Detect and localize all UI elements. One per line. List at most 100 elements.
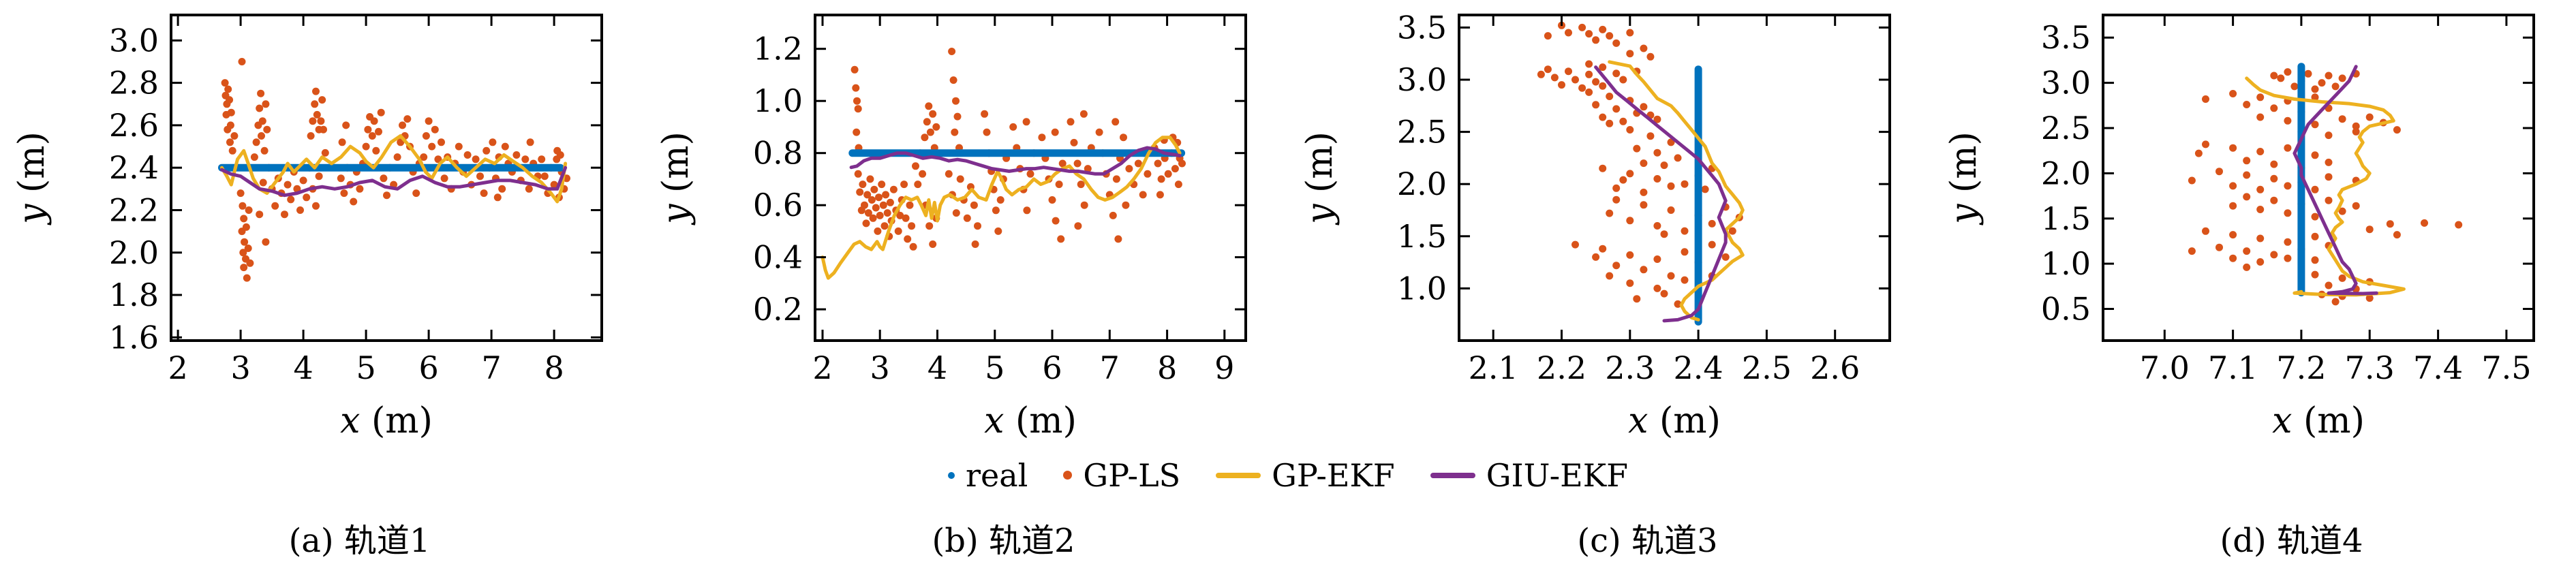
x-axis-label: x (m)	[340, 401, 433, 441]
x-tick-label: 7.1	[2208, 349, 2258, 386]
subplot-b: 2 3 4 5 6 7 8 9 0.2 0.4 0.6 0.8 1.0 1.2 x (m) y (m)	[644, 0, 1288, 446]
x-tick-label: 7.2	[2276, 349, 2326, 386]
plot-background	[0, 0, 644, 446]
y-tick-label: 1.5	[2041, 200, 2091, 237]
y-axis: 0.5 1.0 1.5 2.0 2.5 3.0 3.5	[2041, 19, 2534, 328]
y-axis-label: y (m)	[656, 131, 696, 225]
x-tick-label: 4	[927, 349, 947, 386]
legend-item-gp-ls: GP-LS	[1063, 457, 1180, 494]
x-tick-label: 3	[870, 349, 890, 386]
x-axis-label: x (m)	[1628, 401, 1721, 441]
x-tick-label: 2.3	[1605, 349, 1655, 386]
y-tick-label: 1.2	[753, 31, 803, 67]
y-tick-label: 0.4	[753, 239, 803, 276]
plot-background	[644, 0, 1288, 446]
legend-label-gp-ekf: GP-EKF	[1272, 456, 1395, 494]
captions-row: (a) 轨道1 (b) 轨道2 (c) 轨道3 (d) 轨道4	[0, 504, 2576, 579]
y-tick-label: 3.5	[1397, 9, 1447, 46]
y-axis-label: y (m)	[12, 131, 52, 225]
subplot-d-canvas: 7.0 7.1 7.2 7.3 7.4 7.5 0.5 1.0 1.5 2.0 2.5 3.0 3.5 x…	[1932, 0, 2576, 446]
x-tick-label: 2.1	[1469, 349, 1518, 386]
subplot-a: 2 3 4 5 6 7 8 1.6 1.8 2.0 2.2 2.4 2.6 2.8 3.0 x (m) y (m…	[0, 0, 644, 446]
x-tick-label: 8	[1157, 349, 1177, 386]
y-tick-label: 1.0	[2041, 245, 2091, 282]
legend-label-giu-ekf: GIU-EKF	[1486, 456, 1629, 494]
y-tick-label: 2.5	[2041, 110, 2091, 146]
series-GIU-EKF	[220, 166, 568, 198]
series-GIU-EKF	[849, 146, 1182, 176]
y-tick-label: 2.0	[109, 234, 159, 271]
y-tick-label: 3.5	[2041, 19, 2091, 56]
x-tick-label: 7	[481, 349, 501, 386]
y-axis: 1.6 1.8 2.0 2.2 2.4 2.6 2.8 3.0	[109, 22, 602, 356]
giu-ekf-line-icon	[1430, 472, 1475, 478]
y-tick-label: 3.0	[109, 22, 159, 59]
x-tick-label: 6	[418, 349, 438, 386]
subplot-b-canvas: 2 3 4 5 6 7 8 9 0.2 0.4 0.6 0.8 1.0 1.2 x (m) y (m)	[644, 0, 1288, 446]
x-tick-label: 2	[812, 349, 832, 386]
x-tick-label: 2.4	[1674, 349, 1723, 386]
y-tick-label: 0.6	[753, 187, 803, 223]
x-tick-label: 7.3	[2345, 349, 2395, 386]
legend: real GP-LS GP-EKF GIU-EKF	[0, 446, 2576, 504]
caption-d: (d) 轨道4	[2220, 522, 2363, 560]
y-tick-label: 2.6	[109, 107, 159, 144]
y-tick-label: 0.5	[2041, 291, 2091, 328]
y-tick-label: 2.5	[1397, 114, 1447, 151]
axes-box	[170, 14, 603, 342]
y-tick-label: 2.0	[1397, 166, 1447, 202]
y-tick-label: 1.0	[753, 82, 803, 119]
x-tick-label: 8	[544, 349, 564, 386]
x-axis-label: x (m)	[2272, 401, 2365, 441]
series-GIU-EKF	[1594, 65, 1728, 323]
x-tick-label: 3	[230, 349, 250, 386]
axes-box	[2102, 14, 2535, 342]
y-tick-label: 3.0	[1397, 61, 1447, 98]
series-GP-EKF	[1608, 60, 1745, 322]
x-axis: 7.0 7.1 7.2 7.3 7.4 7.5	[2140, 15, 2531, 386]
y-tick-label: 2.8	[109, 65, 159, 101]
legend-item-giu-ekf: GIU-EKF	[1430, 457, 1628, 494]
x-tick-label: 4	[293, 349, 313, 386]
plot-background	[1932, 0, 2576, 446]
x-axis: 2 3 4 5 6 7 8	[168, 15, 564, 386]
x-tick-label: 2.2	[1537, 349, 1586, 386]
y-axis: 0.2 0.4 0.6 0.8 1.0 1.2	[753, 31, 1246, 328]
y-tick-label: 0.8	[753, 135, 803, 172]
y-tick-label: 3.0	[2041, 65, 2091, 101]
caption-a: (a) 轨道1	[288, 522, 431, 560]
y-tick-label: 1.5	[1397, 218, 1447, 255]
legend-label-gp-ls: GP-LS	[1083, 456, 1181, 494]
caption-c: (c) 轨道3	[1577, 522, 1718, 560]
y-tick-label: 2.4	[109, 149, 159, 186]
gp-ekf-line-icon	[1216, 472, 1261, 478]
axes-box	[1458, 14, 1891, 342]
subplot-c-canvas: 2.1 2.2 2.3 2.4 2.5 2.6 1.0 1.5 2.0 2.5 3.0 3.5 x (m…	[1288, 0, 1932, 446]
y-tick-label: 0.2	[753, 291, 803, 328]
y-tick-label: 1.8	[109, 277, 159, 313]
y-axis-label: y (m)	[1300, 131, 1340, 225]
x-tick-label: 9	[1214, 349, 1234, 386]
y-axis: 1.0 1.5 2.0 2.5 3.0 3.5	[1397, 9, 1890, 307]
y-tick-label: 1.6	[109, 319, 159, 356]
x-tick-label: 5	[985, 349, 1005, 386]
subplot-d: 7.0 7.1 7.2 7.3 7.4 7.5 0.5 1.0 1.5 2.0 2.5 3.0 3.5 x…	[1932, 0, 2576, 446]
plot-background	[1288, 0, 1932, 446]
series-GP-LS	[1537, 21, 1743, 308]
x-tick-label: 7.0	[2140, 349, 2190, 386]
legend-item-real: real	[947, 456, 1028, 494]
x-tick-label: 2.6	[1810, 349, 1860, 386]
series-GIU-EKF	[2293, 65, 2378, 296]
x-tick-label: 5	[356, 349, 375, 386]
legend-item-gp-ekf: GP-EKF	[1216, 457, 1395, 494]
series-GP-LS	[850, 48, 1186, 251]
axes-box	[814, 14, 1247, 342]
real-dot-icon	[947, 471, 955, 479]
y-axis-label: y (m)	[1944, 131, 1984, 225]
charts-row: 2 3 4 5 6 7 8 1.6 1.8 2.0 2.2 2.4 2.6 2.8 3.0 x (m) y (m…	[0, 0, 2576, 446]
series-GP-EKF	[821, 136, 1182, 280]
legend-label-real: real	[965, 456, 1028, 494]
x-tick-label: 2.5	[1742, 349, 1792, 386]
subplot-c: 2.1 2.2 2.3 2.4 2.5 2.6 1.0 1.5 2.0 2.5 3.0 3.5 x (m…	[1288, 0, 1932, 446]
